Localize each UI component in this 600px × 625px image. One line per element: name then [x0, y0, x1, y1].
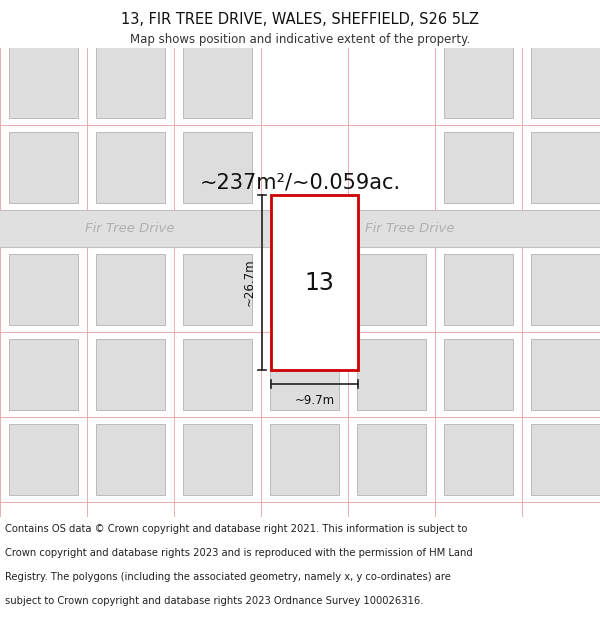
Bar: [183, 47, 252, 118]
Text: ~26.7m: ~26.7m: [242, 259, 256, 306]
Bar: [270, 339, 339, 410]
Text: Contains OS data © Crown copyright and database right 2021. This information is : Contains OS data © Crown copyright and d…: [5, 524, 467, 534]
Text: 13: 13: [305, 271, 334, 294]
Bar: [444, 254, 513, 325]
Bar: [9, 339, 78, 410]
Bar: [270, 424, 339, 495]
Bar: [531, 47, 600, 118]
Bar: [183, 254, 252, 325]
Bar: [183, 339, 252, 410]
Bar: [0, 210, 600, 247]
Bar: [183, 424, 252, 495]
Text: 13, FIR TREE DRIVE, WALES, SHEFFIELD, S26 5LZ: 13, FIR TREE DRIVE, WALES, SHEFFIELD, S2…: [121, 12, 479, 27]
Bar: [9, 132, 78, 203]
Bar: [96, 132, 165, 203]
Bar: [531, 132, 600, 203]
Text: Crown copyright and database rights 2023 and is reproduced with the permission o: Crown copyright and database rights 2023…: [5, 548, 473, 558]
Bar: [444, 424, 513, 495]
Bar: [96, 254, 165, 325]
Bar: [444, 47, 513, 118]
Text: Registry. The polygons (including the associated geometry, namely x, y co-ordina: Registry. The polygons (including the as…: [5, 572, 451, 582]
Bar: [357, 339, 426, 410]
Bar: [9, 254, 78, 325]
Text: subject to Crown copyright and database rights 2023 Ordnance Survey 100026316.: subject to Crown copyright and database …: [5, 596, 424, 606]
Bar: [96, 339, 165, 410]
Bar: [531, 254, 600, 325]
Bar: [531, 339, 600, 410]
Text: Map shows position and indicative extent of the property.: Map shows position and indicative extent…: [130, 32, 470, 46]
Bar: [9, 424, 78, 495]
Bar: [357, 254, 426, 325]
Text: ~237m²/~0.059ac.: ~237m²/~0.059ac.: [199, 173, 401, 193]
Bar: [271, 195, 358, 370]
Bar: [270, 254, 339, 325]
Text: Fir Tree Drive: Fir Tree Drive: [365, 222, 455, 235]
Bar: [96, 424, 165, 495]
Bar: [9, 47, 78, 118]
Bar: [357, 424, 426, 495]
Bar: [183, 132, 252, 203]
Bar: [444, 132, 513, 203]
Bar: [96, 47, 165, 118]
Text: ~9.7m: ~9.7m: [295, 394, 335, 407]
Bar: [444, 339, 513, 410]
Bar: [531, 424, 600, 495]
Text: Fir Tree Drive: Fir Tree Drive: [85, 222, 175, 235]
